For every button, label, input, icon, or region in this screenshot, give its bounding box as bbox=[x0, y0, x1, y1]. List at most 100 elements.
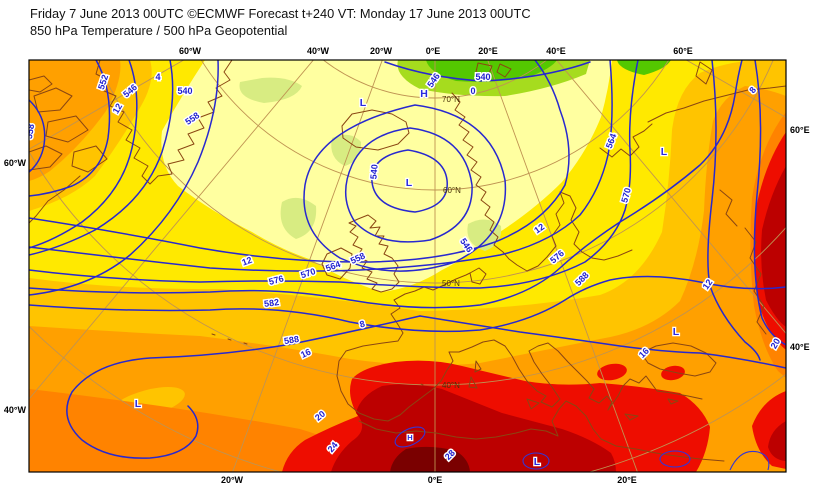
contour-nw-3 bbox=[29, 60, 138, 249]
meridian-60w bbox=[29, 60, 185, 150]
temperature-label-5: 8 bbox=[359, 319, 366, 330]
geopotential-label-7: 540 bbox=[368, 164, 379, 180]
axis-top-0e: 0°E bbox=[426, 46, 441, 56]
contour-temp-loop bbox=[659, 450, 691, 468]
low-marker-0: L bbox=[360, 97, 367, 109]
coast-denmark bbox=[469, 267, 487, 285]
low-marker-4: L bbox=[673, 326, 680, 338]
meridian-20e bbox=[487, 60, 638, 472]
meridian-20w bbox=[232, 60, 383, 472]
high-marker-1: H bbox=[420, 88, 428, 100]
coast-north-africa bbox=[358, 400, 725, 462]
temp-fill-darkred-se bbox=[768, 421, 786, 461]
geopotential-label-13: 582 bbox=[263, 297, 279, 309]
contour-570 bbox=[29, 60, 639, 289]
parallel-40n bbox=[29, 150, 786, 386]
temperature-label-2: 0 bbox=[470, 86, 475, 96]
geopotential-contours bbox=[29, 60, 786, 471]
low-marker-3: L bbox=[661, 146, 668, 158]
coast-baltic bbox=[526, 191, 633, 272]
axis-right-60e: 60°E bbox=[790, 125, 810, 135]
temp-fill-orange-nw bbox=[29, 60, 121, 181]
coast-ireland bbox=[321, 247, 353, 280]
temp-fill-red-spot bbox=[597, 363, 627, 381]
contour-552-low bbox=[303, 104, 507, 272]
temp-fill-palegreen-patch bbox=[331, 134, 362, 166]
geopotential-label-14: 588 bbox=[283, 334, 300, 346]
contour-east-2 bbox=[707, 60, 761, 361]
latitude-label-40n: 40°N bbox=[442, 381, 460, 390]
contour-east-1 bbox=[753, 60, 786, 346]
contour-582 bbox=[29, 275, 786, 333]
geopotential-label-5: 540 bbox=[475, 72, 490, 82]
coast-svalbard bbox=[475, 62, 512, 78]
title-line-2: 850 hPa Temperature / 500 hPa Geopotenti… bbox=[30, 23, 287, 38]
latitude-label-70n: 70°N bbox=[442, 95, 460, 104]
temp-fill-green-streak bbox=[617, 60, 671, 75]
axis-top-20e: 20°E bbox=[478, 46, 498, 56]
coast-white-sea bbox=[599, 123, 653, 158]
axis-left-60w: 60°W bbox=[4, 158, 27, 168]
axis-bottom-0e: 0°E bbox=[428, 475, 443, 485]
coast-greenland bbox=[95, 60, 233, 185]
low-marker-5: L bbox=[135, 398, 142, 410]
temp-fill-palegreen-patch bbox=[239, 77, 302, 103]
axis-top-20w: 20°W bbox=[370, 46, 393, 56]
coast-norway bbox=[451, 92, 528, 272]
temp-fill-darkred-east bbox=[761, 166, 786, 327]
temp-fill-orange-band bbox=[29, 86, 786, 472]
contour-564 bbox=[29, 60, 613, 272]
coast-azores-dots bbox=[211, 333, 424, 386]
meridian-60e bbox=[685, 60, 786, 119]
contour-576 bbox=[29, 60, 743, 309]
parallel-50n bbox=[96, 60, 774, 284]
temp-fill-maroon bbox=[390, 446, 470, 472]
axis-labels: 60°W 40°W 20°W 0°E 20°E 40°E 60°E 20°W 0… bbox=[4, 46, 810, 485]
axis-bottom-20e: 20°E bbox=[617, 475, 637, 485]
contour-540-low bbox=[371, 149, 448, 213]
temp-fill-palegreen-patch bbox=[280, 197, 317, 239]
axis-left-40w: 40°W bbox=[4, 405, 27, 415]
meridian-40w bbox=[29, 60, 314, 400]
contour-588-west-loop bbox=[66, 315, 421, 459]
geopotential-label-3: 540 bbox=[177, 86, 192, 96]
contour-588-east bbox=[419, 315, 786, 369]
coast-black-sea bbox=[640, 342, 717, 377]
contour-temp-loop bbox=[522, 452, 550, 470]
low-marker-2: L bbox=[406, 177, 413, 189]
contour-nw-4 bbox=[29, 60, 174, 256]
contour-temp-loop bbox=[394, 426, 426, 448]
coast-britain bbox=[348, 214, 400, 293]
title-line-1: Friday 7 June 2013 00UTC ©ECMWF Forecast… bbox=[30, 6, 531, 21]
geopotential-label-0: 558 bbox=[24, 123, 36, 140]
temp-fill-deeporange-sw bbox=[29, 389, 372, 472]
coastlines bbox=[29, 60, 786, 462]
axis-top-60e: 60°E bbox=[673, 46, 693, 56]
coast-med-islands bbox=[468, 360, 679, 421]
low-marker-6: L bbox=[534, 456, 541, 468]
coast-europe-mainland bbox=[336, 293, 703, 422]
contour-540-top bbox=[384, 61, 591, 82]
coast-iceland bbox=[341, 109, 410, 151]
pressure-markers: L H L L L L L H bbox=[134, 87, 682, 470]
axis-right-40e: 40°E bbox=[790, 342, 810, 352]
coast-arctic-russia bbox=[647, 61, 786, 123]
parallel-70n bbox=[322, 60, 548, 99]
latitude-label-60n: 60°N bbox=[443, 186, 461, 195]
axis-top-40e: 40°E bbox=[546, 46, 566, 56]
parallel-60n bbox=[200, 60, 670, 191]
contour-temp-arc bbox=[729, 450, 770, 471]
contour-nw-1 bbox=[29, 99, 46, 173]
map-frame bbox=[28, 59, 787, 473]
latitude-label-50n: 50°N bbox=[442, 279, 460, 288]
latitude-labels: 70°N 60°N 50°N 40°N bbox=[442, 95, 461, 390]
title: Friday 7 June 2013 00UTC ©ECMWF Forecast… bbox=[30, 6, 531, 38]
temp-fill-red-spot bbox=[661, 365, 685, 381]
temp-fill-pale bbox=[161, 60, 613, 292]
contour-546-low bbox=[345, 127, 473, 243]
contour-nw-5 bbox=[29, 60, 219, 296]
